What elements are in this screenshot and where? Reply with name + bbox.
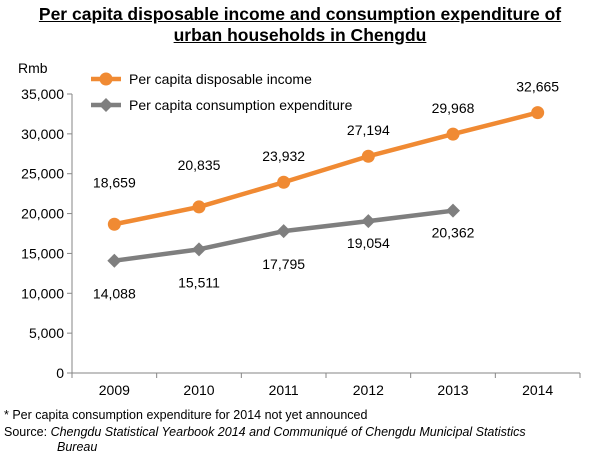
y-axis-label: Rmb (18, 60, 48, 76)
legend-marker-disposable-income (99, 72, 113, 86)
data-label-disposable-income: 20,835 (178, 157, 221, 173)
point-disposable-income (277, 175, 291, 189)
y-tick-label: 15,000 (21, 245, 64, 261)
source-label: Source: (4, 425, 51, 439)
data-label-consumption-expenditure: 14,088 (93, 286, 136, 302)
x-tick-label: 2014 (522, 382, 553, 398)
point-disposable-income (192, 200, 206, 214)
point-disposable-income (531, 106, 545, 120)
data-label-consumption-expenditure: 20,362 (432, 225, 475, 241)
point-consumption-expenditure (276, 224, 291, 239)
source-note: Source: Chengdu Statistical Yearbook 201… (4, 425, 600, 455)
point-consumption-expenditure (361, 214, 376, 229)
y-tick-label: 5,000 (29, 325, 64, 341)
legend-label-consumption-expenditure: Per capita consumption expenditure (129, 97, 353, 113)
data-label-disposable-income: 32,665 (516, 79, 559, 95)
point-disposable-income (361, 149, 375, 163)
data-label-disposable-income: 18,659 (93, 174, 136, 190)
x-tick-label: 2010 (183, 382, 214, 398)
data-label-disposable-income: 29,968 (432, 100, 475, 116)
x-tick-label: 2011 (269, 382, 299, 398)
source-text: Chengdu Statistical Yearbook 2014 and Co… (50, 425, 526, 439)
chart-title-line1: Per capita disposable income and consump… (38, 4, 562, 24)
y-tick-label: 20,000 (21, 206, 64, 222)
data-label-disposable-income: 27,194 (347, 122, 390, 138)
data-label-consumption-expenditure: 15,511 (178, 274, 220, 290)
point-disposable-income (446, 127, 460, 141)
x-tick-label: 2012 (353, 382, 384, 398)
footnote: * Per capita consumption expenditure for… (4, 408, 368, 422)
data-label-consumption-expenditure: 17,795 (262, 256, 305, 272)
legend-marker-consumption-expenditure (99, 98, 113, 112)
series-line-disposable-income (113, 110, 539, 227)
source-text-continued: Bureau (57, 440, 98, 454)
x-tick-label: 2013 (437, 382, 468, 398)
y-tick-label: 10,000 (21, 285, 64, 301)
data-label-disposable-income: 23,932 (262, 148, 305, 164)
y-tick-label: 30,000 (21, 126, 64, 142)
y-tick-label: 35,000 (21, 86, 64, 102)
y-tick-label: 25,000 (21, 166, 64, 182)
chart-title: Per capita disposable income and consump… (0, 4, 600, 46)
x-tick-label: 2009 (99, 382, 130, 398)
data-label-consumption-expenditure: 19,054 (347, 235, 390, 251)
point-consumption-expenditure (107, 253, 122, 268)
point-consumption-expenditure (446, 203, 460, 218)
chart-title-line2: urban households in Chengdu (173, 25, 427, 45)
legend-label-disposable-income: Per capita disposable income (129, 71, 312, 87)
point-disposable-income (107, 217, 121, 231)
line-chart: 0 5,000 10,000 15,000 20,000 25,000 30,000 35,0… (18, 60, 581, 398)
point-consumption-expenditure (192, 242, 206, 257)
y-tick-label: 0 (56, 365, 64, 381)
